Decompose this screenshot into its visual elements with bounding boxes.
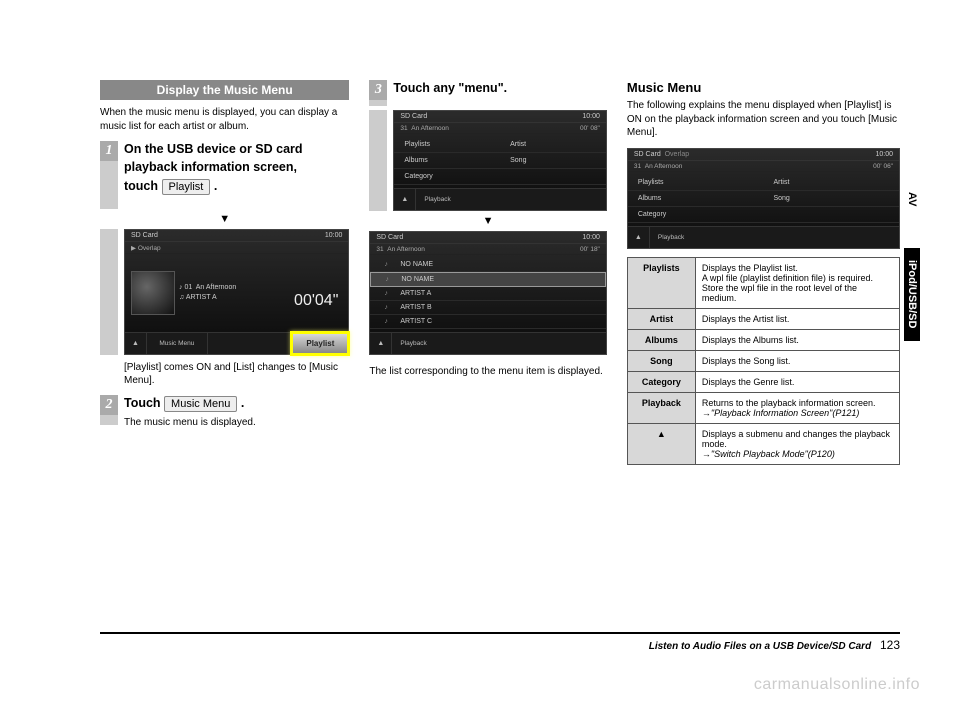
side-tab-ipod: iPod/USB/SD: [904, 248, 920, 340]
list-item[interactable]: NO NAME: [370, 272, 606, 287]
album-cover: [131, 271, 175, 315]
menu-table: Playlists Displays the Playlist list. A …: [627, 257, 900, 465]
down-arrow-icon: ▼: [100, 213, 349, 225]
step3-title: Touch any "menu".: [393, 80, 607, 96]
music-menu-heading: Music Menu: [627, 80, 900, 95]
playlist-button-label: Playlist: [162, 179, 211, 195]
screen-clock: 10:00: [325, 232, 343, 239]
list-item[interactable]: ARTIST C: [370, 315, 606, 329]
list-item[interactable]: ARTIST A: [370, 287, 606, 301]
table-key: Playlists: [627, 257, 695, 308]
music-menu-button-label: Music Menu: [164, 396, 237, 412]
intro-text: When the music menu is displayed, you ca…: [100, 106, 349, 133]
music-menu-intro: The following explains the menu displaye…: [627, 99, 900, 140]
up-button[interactable]: [370, 333, 392, 354]
section-header: Display the Music Menu: [100, 80, 349, 100]
playback-button[interactable]: Playback: [416, 189, 606, 210]
step1-line1: On the USB device or SD card: [124, 141, 349, 157]
watermark: carmanualsonline.info: [754, 676, 920, 694]
step1-line3-prefix: touch: [124, 179, 162, 193]
step2-prefix: Touch: [124, 396, 164, 410]
down-arrow-icon: ▼: [369, 215, 607, 227]
side-tab-av: AV: [904, 180, 920, 218]
step-number-3: 3: [369, 80, 387, 100]
col2-outro: The list corresponding to the menu item …: [369, 365, 607, 379]
page-footer: Listen to Audio Files on a USB Device/SD…: [100, 632, 900, 652]
list-item[interactable]: NO NAME: [370, 258, 606, 272]
table-val: Displays the Playlist list. A wpl file (…: [695, 257, 899, 308]
step1-line2: playback information screen,: [124, 159, 349, 175]
screenshot-playback: SD Card 10:00 ▶ Overlap ♪ 01 An Afternoo…: [124, 229, 349, 355]
step-number-1: 1: [100, 141, 118, 161]
step-number-2: 2: [100, 395, 118, 415]
playback-button[interactable]: Playback: [650, 227, 899, 248]
screenshot-music-menu: SD Card Overlap 10:00 31 An Afternoon 00…: [627, 148, 900, 249]
playlist-button[interactable]: Playlist: [290, 331, 350, 356]
step2-suffix: .: [241, 396, 244, 410]
playback-button[interactable]: Playback: [392, 333, 606, 354]
up-button[interactable]: [394, 189, 416, 210]
step1-note: [Playlist] comes ON and [List] changes t…: [124, 361, 349, 387]
music-menu-button[interactable]: Music Menu: [147, 333, 208, 354]
up-button[interactable]: [125, 333, 147, 354]
step2-note: The music menu is displayed.: [124, 416, 349, 430]
screenshot-list: SD Card 10:00 31 An Afternoon 00' 18" NO…: [369, 231, 607, 355]
up-button[interactable]: [628, 227, 650, 248]
screenshot-menu: SD Card 10:00 31 An Afternoon 00' 08" Pl…: [393, 110, 607, 211]
playback-time: 00'04": [294, 292, 338, 310]
step1-line3-suffix: .: [214, 179, 217, 193]
list-item[interactable]: ARTIST B: [370, 301, 606, 315]
screen-source: SD Card: [131, 232, 158, 239]
